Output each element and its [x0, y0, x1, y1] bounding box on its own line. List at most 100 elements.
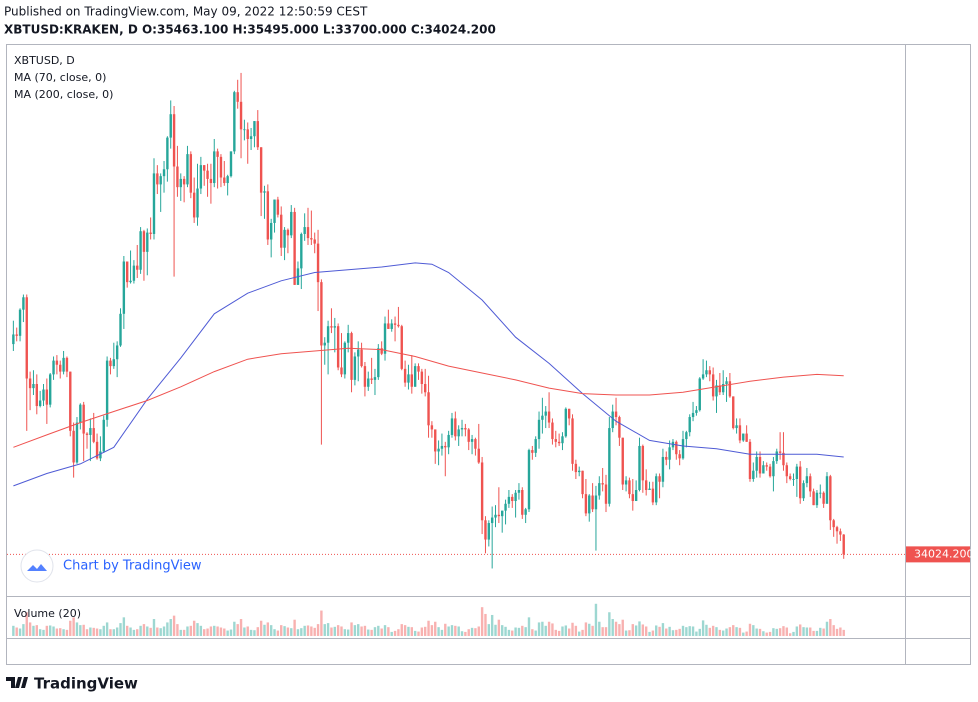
candle-body: [216, 151, 219, 157]
volume-bar: [427, 620, 430, 636]
volume-bar: [79, 625, 82, 636]
volume-bar: [701, 620, 705, 636]
candle-body: [266, 191, 270, 240]
volume-bar: [537, 622, 541, 636]
volume-bar: [655, 625, 658, 636]
candle-body: [420, 371, 424, 385]
candle-body: [42, 389, 45, 401]
volume-bar: [584, 622, 588, 636]
volume-bar: [467, 629, 470, 636]
volume-bar: [152, 619, 156, 636]
candle-body: [567, 408, 571, 419]
candle-body: [233, 92, 236, 152]
candle-body: [310, 238, 313, 240]
candle-body: [213, 151, 216, 184]
candle-body: [812, 491, 815, 506]
candle-body: [236, 92, 239, 102]
volume-bar: [698, 628, 701, 636]
volume-bar: [410, 627, 414, 636]
volume-bar: [45, 625, 49, 636]
candle-body: [618, 417, 621, 438]
ma-legend: MA (70, close, 0): [14, 71, 106, 84]
candle-body: [718, 385, 722, 393]
candle-body: [678, 454, 681, 459]
axes: MA (70, close, 0) MA (200, close, 0) 34024…: [14, 71, 974, 563]
candle-body: [303, 227, 306, 234]
candle-body: [799, 466, 802, 499]
volume-bar: [728, 627, 732, 636]
volume-bar: [166, 622, 169, 636]
volume-bar: [695, 631, 698, 636]
volume-bar: [768, 631, 772, 636]
candle-body: [320, 282, 323, 346]
volume-bar: [62, 629, 65, 636]
candle-body: [182, 178, 186, 185]
volume-bar: [651, 630, 655, 636]
candle-body: [755, 456, 758, 471]
candle-body: [25, 297, 28, 379]
candle-body: [323, 342, 326, 346]
candle-body: [313, 239, 316, 244]
volume-bar: [454, 625, 457, 636]
candle-body: [480, 462, 484, 521]
candle-body: [835, 527, 839, 532]
volume-bar: [718, 629, 722, 636]
volume-bar: [52, 626, 55, 636]
candle-body: [554, 439, 557, 442]
candle-body: [484, 520, 487, 540]
volume-bar: [403, 625, 407, 636]
volume-bar: [122, 617, 126, 636]
candle-body: [300, 233, 303, 269]
volume-bar: [782, 626, 785, 636]
candle-body: [782, 452, 785, 466]
candle-body: [788, 476, 792, 479]
candle-body: [658, 476, 661, 482]
volume-bar: [598, 621, 601, 636]
candle-body: [85, 433, 89, 435]
candle-body: [490, 517, 494, 524]
candle-body: [159, 176, 162, 185]
watermark-text: Chart by TradingView: [63, 559, 202, 574]
volume-bar: [497, 619, 501, 636]
candle-body: [745, 433, 748, 442]
volume-bar: [658, 626, 661, 636]
volume-bar: [229, 629, 233, 636]
candle-body: [92, 428, 95, 442]
volume-bar: [641, 624, 645, 636]
candle-body: [105, 360, 109, 420]
volume-bar: [715, 627, 718, 636]
volume-bar: [353, 625, 357, 636]
volume-bar: [665, 628, 668, 636]
candle-body: [608, 428, 611, 504]
candle-body: [146, 232, 149, 252]
candle-body: [152, 173, 156, 234]
volume-bar: [420, 627, 424, 636]
volume-bar: [819, 627, 822, 636]
watermark: Chart by TradingView: [20, 549, 202, 583]
volume-bar: [32, 625, 35, 636]
volume-bar: [812, 630, 815, 636]
volume-bar: [671, 630, 675, 636]
volume-bar: [263, 624, 266, 636]
candle-body: [775, 451, 778, 462]
volume-bar: [675, 629, 678, 636]
volume-bar: [457, 626, 460, 636]
candle-body: [611, 411, 614, 429]
candle-body: [768, 466, 772, 477]
volume-bar: [638, 621, 641, 636]
candle-body: [316, 243, 320, 283]
candle-body: [460, 428, 464, 430]
volume-bar: [38, 629, 42, 636]
candle-body: [367, 378, 370, 387]
volume-bar: [494, 624, 497, 636]
volume-bar: [172, 615, 176, 636]
candle-body: [839, 531, 842, 535]
volume-bar: [504, 626, 507, 636]
candle-body: [343, 342, 347, 375]
volume-bar: [447, 626, 450, 636]
volume-bar: [89, 627, 92, 636]
candle-body: [815, 492, 819, 506]
candle-body: [551, 422, 554, 440]
candle-body: [400, 326, 403, 369]
volume-bar: [742, 632, 745, 636]
